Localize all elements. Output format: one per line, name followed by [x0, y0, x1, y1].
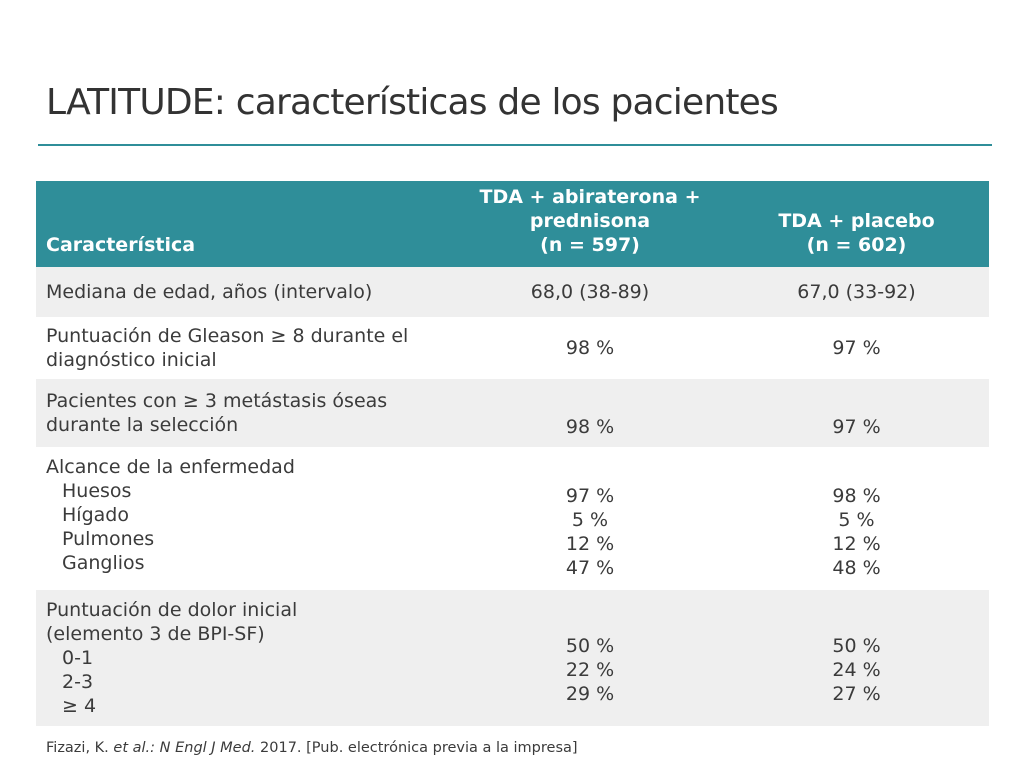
cell-value: 5 %: [571, 509, 609, 531]
patient-characteristics-table: Característica TDA + abiraterona + predn…: [36, 181, 989, 726]
cell-value: 12 %: [832, 533, 881, 555]
cell-value: 50 %: [565, 635, 615, 657]
header-line: (n = 602): [806, 234, 907, 256]
citation-etal: et al.:: [113, 740, 156, 756]
cell-placebo: 97 %: [724, 317, 989, 379]
cell-abiraterone: 97 % 5 % 12 % 47 %: [456, 447, 724, 590]
cell-value: 27 %: [832, 683, 881, 705]
table-header-row: Característica TDA + abiraterona + predn…: [36, 181, 989, 267]
table-row-gleason: Puntuación de Gleason ≥ 8 durante el dia…: [36, 317, 989, 379]
cell-placebo: 98 % 5 % 12 % 48 %: [724, 447, 989, 590]
cell-abiraterone: 98 %: [456, 379, 724, 447]
cell-value: 98 %: [565, 416, 615, 438]
row-label-line: durante la selección: [46, 414, 239, 436]
cell-abiraterone: 98 %: [456, 317, 724, 379]
citation-detail: 2017. [Pub. electrónica previa a la impr…: [260, 740, 578, 756]
row-label: Puntuación de Gleason ≥ 8 durante el dia…: [36, 317, 456, 379]
cell-value: 47 %: [565, 557, 615, 579]
row-label: Pacientes con ≥ 3 metástasis óseas duran…: [36, 379, 456, 447]
row-sublabel: 0-1: [62, 647, 94, 669]
cell-value: 97 %: [832, 416, 881, 438]
citation-footnote: Fizazi, K. et al.: N Engl J Med. 2017. […: [46, 740, 578, 756]
cell-abiraterone: 68,0 (38-89): [456, 267, 724, 317]
row-label-line: Alcance de la enfermedad: [46, 456, 295, 478]
row-label: Alcance de la enfermedad Huesos Hígado P…: [36, 447, 456, 590]
cell-value: 97 %: [565, 485, 615, 507]
row-label-line: diagnóstico inicial: [46, 349, 217, 371]
row-sublabel: Ganglios: [62, 552, 145, 574]
row-sublabel: Hígado: [62, 504, 129, 526]
cell-placebo: 67,0 (33-92): [724, 267, 989, 317]
row-sublabel: ≥ 4: [62, 695, 97, 717]
cell-value: 50 %: [832, 635, 881, 657]
cell-placebo: 97 %: [724, 379, 989, 447]
cell-abiraterone: 50 % 22 % 29 %: [456, 590, 724, 726]
header-line: prednisona: [529, 210, 651, 232]
cell-value: 98 %: [832, 485, 881, 507]
slide-title: LATITUDE: características de los pacient…: [46, 82, 779, 123]
row-sublabel: Pulmones: [62, 528, 155, 550]
header-line: TDA + abiraterona +: [479, 186, 701, 208]
header-line: TDA + placebo: [778, 210, 935, 232]
row-label-line: Puntuación de dolor inicial: [46, 599, 298, 621]
table-row-bone-metastases: Pacientes con ≥ 3 metástasis óseas duran…: [36, 379, 989, 447]
row-sublabel: 2-3: [62, 671, 94, 693]
row-sublabel: Huesos: [62, 480, 132, 502]
cell-value: 29 %: [565, 683, 615, 705]
cell-value: 68,0 (38-89): [530, 281, 650, 303]
cell-value: 98 %: [565, 337, 615, 359]
citation-journal: N Engl J Med.: [159, 740, 256, 756]
table-row-disease-extent: Alcance de la enfermedad Huesos Hígado P…: [36, 447, 989, 590]
row-label-line: Mediana de edad, años (intervalo): [46, 281, 373, 303]
cell-value: 24 %: [832, 659, 881, 681]
table-row-pain-score: Puntuación de dolor inicial (elemento 3 …: [36, 590, 989, 726]
header-abiraterone-group: TDA + abiraterona + prednisona (n = 597): [456, 181, 724, 267]
cell-value: 5 %: [838, 509, 875, 531]
cell-value: 97 %: [832, 337, 881, 359]
cell-value: 12 %: [565, 533, 615, 555]
row-label: Mediana de edad, años (intervalo): [36, 267, 456, 317]
row-label-line: (elemento 3 de BPI-SF): [46, 623, 265, 645]
header-characteristic: Característica: [46, 234, 196, 256]
cell-placebo: 50 % 24 % 27 %: [724, 590, 989, 726]
cell-value: 48 %: [832, 557, 881, 579]
title-underline: [38, 144, 992, 146]
row-label-line: Puntuación de Gleason ≥ 8 durante el: [46, 325, 409, 347]
cell-value: 22 %: [565, 659, 615, 681]
header-placebo-group: TDA + placebo (n = 602): [724, 181, 989, 267]
header-line: (n = 597): [540, 234, 640, 256]
row-label-line: Pacientes con ≥ 3 metástasis óseas: [46, 390, 388, 412]
cell-value: 67,0 (33-92): [797, 281, 916, 303]
table-row-median-age: Mediana de edad, años (intervalo) 68,0 (…: [36, 267, 989, 317]
row-label: Puntuación de dolor inicial (elemento 3 …: [36, 590, 456, 726]
citation-author: Fizazi, K.: [46, 740, 109, 756]
